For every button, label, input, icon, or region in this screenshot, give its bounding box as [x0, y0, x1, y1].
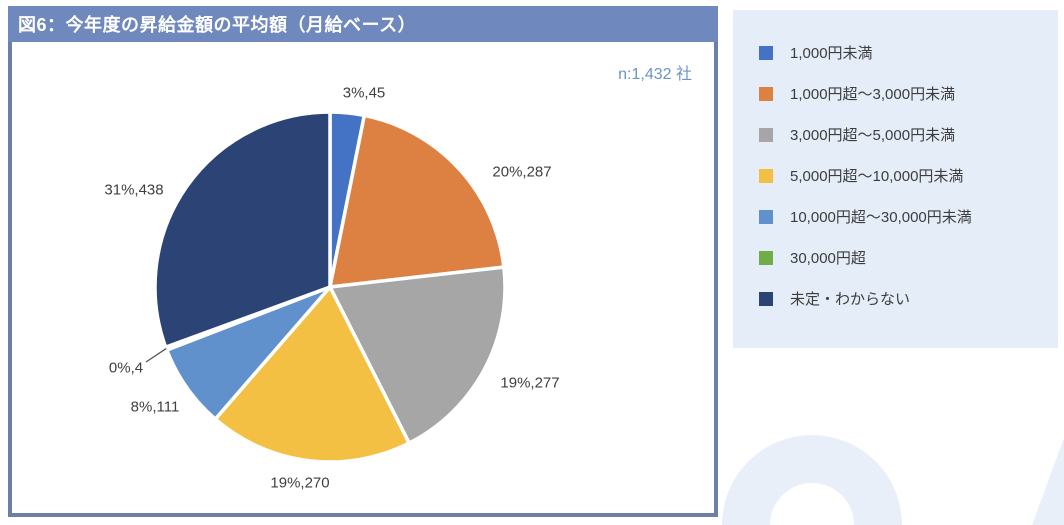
legend-swatch-icon [759, 127, 773, 142]
pie-data-label: 20%,287 [492, 163, 552, 181]
legend: 1,000円未満 1,000円超～3,000円未満 3,000円超～5,000円… [733, 10, 1058, 348]
chart-box: n:1,432 社 3%,45 20%,287 19%,277 19%,270 … [8, 42, 718, 517]
legend-item: 3,000円超～5,000円未満 [733, 114, 1058, 155]
legend-item: 30,000円超 [733, 237, 1058, 278]
legend-swatch-icon [759, 209, 773, 224]
pie-chart [145, 110, 507, 464]
legend-swatch-icon [759, 291, 773, 306]
sample-size-label: n:1,432 社 [618, 66, 692, 83]
pie-slice-1 [327, 113, 506, 290]
pie-slice-3 [212, 283, 412, 464]
pie-data-label: 3%,45 [342, 84, 386, 102]
legend-label: 1,000円超～3,000円未満 [790, 86, 956, 103]
pie-slice-2 [327, 265, 507, 446]
figure-title-bar: 図6：今年度の昇給金額の平均額（月給ベース） [8, 6, 718, 42]
pie-data-label: 19%,277 [500, 374, 560, 392]
pie-data-label: 19%,270 [270, 474, 330, 492]
legend-label: 1,000円未満 [790, 45, 873, 62]
decorative-diagonal-shape [1032, 438, 1064, 525]
legend-item: 10,000円超～30,000円未満 [733, 196, 1058, 237]
legend-label: 3,000円超～5,000円未満 [790, 127, 956, 144]
pie-data-label: 8%,111 [130, 398, 180, 416]
leader-line [145, 348, 167, 363]
legend-swatch-icon [759, 45, 773, 60]
legend-item: 1,000円未満 [733, 32, 1058, 73]
legend-item: 未定・わからない [733, 278, 1058, 319]
legend-item: 1,000円超～3,000円未満 [733, 73, 1058, 114]
legend-label: 10,000円超～30,000円未満 [790, 209, 972, 226]
pie-data-label: 31%,438 [104, 181, 164, 199]
figure-title: 図6：今年度の昇給金額の平均額（月給ベース） [18, 15, 417, 35]
legend-swatch-icon [759, 250, 773, 265]
legend-label: 5,000円超～10,000円未満 [790, 168, 964, 185]
legend-item: 5,000円超～10,000円未満 [733, 155, 1058, 196]
decorative-ring [722, 435, 902, 525]
pie-slice-6 [153, 110, 332, 350]
legend-swatch-icon [759, 86, 773, 101]
legend-label: 30,000円超 [790, 250, 866, 267]
legend-label: 未定・わからない [790, 291, 911, 308]
pie-data-label: 0%,4 [108, 359, 144, 377]
legend-swatch-icon [759, 168, 773, 183]
